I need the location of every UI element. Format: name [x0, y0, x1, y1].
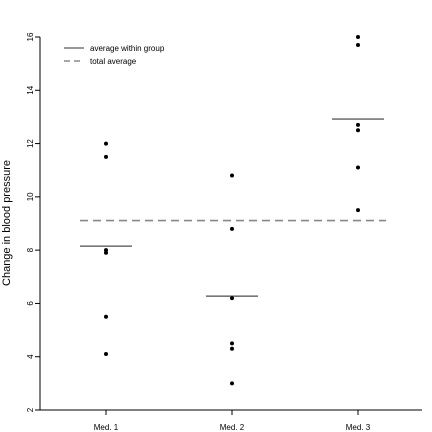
x-ticks: Med. 1 Med. 2 Med. 3 — [94, 410, 371, 432]
data-point — [356, 128, 360, 133]
y-ticks: 2 4 6 8 10 12 14 16 — [26, 32, 40, 412]
y-tick-label: 16 — [26, 32, 35, 41]
y-tick-label: 12 — [26, 139, 35, 148]
data-point — [356, 208, 360, 213]
group-means — [80, 118, 384, 298]
data-point — [104, 154, 108, 159]
y-tick-label: 14 — [26, 85, 35, 94]
legend: average within group total average — [64, 44, 165, 66]
data-point — [356, 122, 360, 127]
x-tick-label: Med. 1 — [94, 423, 119, 432]
y-tick-label: 6 — [26, 301, 35, 306]
data-point — [230, 226, 234, 231]
data-point — [104, 141, 108, 146]
data-point — [230, 296, 234, 301]
y-axis-title: Change in blood pressure — [1, 160, 13, 286]
data-point — [230, 346, 234, 351]
y-tick-label: 2 — [26, 407, 35, 412]
x-tick-label: Med. 3 — [346, 423, 371, 432]
data-point — [104, 314, 108, 319]
data-point — [356, 165, 360, 170]
data-point — [104, 352, 108, 357]
x-tick-label: Med. 2 — [220, 423, 245, 432]
plot-area: 2 4 6 8 10 12 14 16 Med. 1 Med. 2 Med. 3 — [26, 32, 422, 432]
points — [104, 35, 360, 386]
y-tick-label: 4 — [26, 354, 35, 359]
legend-label-group-average: average within group — [90, 44, 165, 53]
data-point — [230, 381, 234, 386]
data-point — [104, 250, 108, 255]
y-tick-label: 10 — [26, 192, 35, 201]
data-point — [356, 42, 360, 47]
legend-label-total-average: total average — [90, 57, 137, 66]
data-point — [230, 341, 234, 346]
y-tick-label: 8 — [26, 247, 35, 252]
data-point — [230, 173, 234, 178]
data-point — [356, 35, 360, 39]
